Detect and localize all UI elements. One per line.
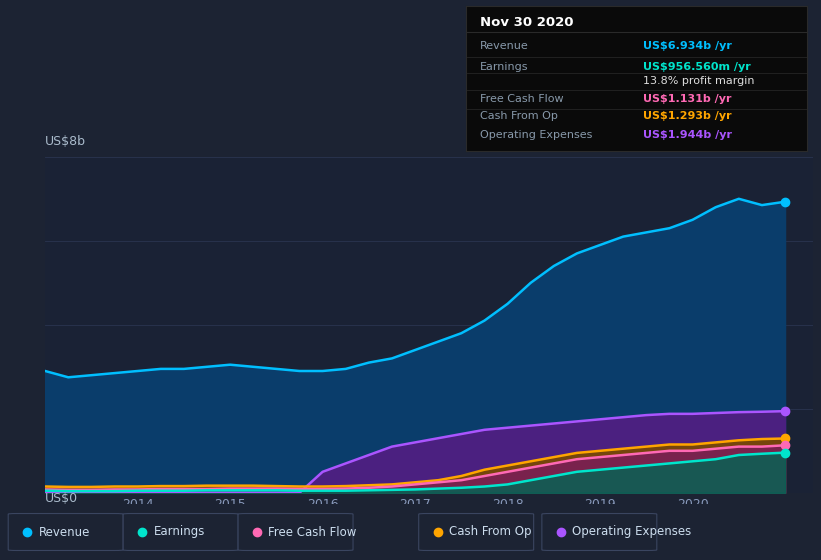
Text: 13.8% profit margin: 13.8% profit margin xyxy=(644,76,755,86)
Text: Revenue: Revenue xyxy=(480,41,529,52)
FancyBboxPatch shape xyxy=(123,514,238,550)
Text: US$1.131b /yr: US$1.131b /yr xyxy=(644,94,732,104)
Text: Operating Expenses: Operating Expenses xyxy=(572,525,691,539)
FancyBboxPatch shape xyxy=(542,514,657,550)
Text: Cash From Op: Cash From Op xyxy=(449,525,531,539)
Text: Operating Expenses: Operating Expenses xyxy=(480,130,592,140)
Text: Earnings: Earnings xyxy=(154,525,205,539)
FancyBboxPatch shape xyxy=(419,514,534,550)
Text: Free Cash Flow: Free Cash Flow xyxy=(268,525,357,539)
Text: Revenue: Revenue xyxy=(39,525,90,539)
Text: Nov 30 2020: Nov 30 2020 xyxy=(480,16,573,29)
Text: US$0: US$0 xyxy=(45,492,78,505)
Text: US$1.944b /yr: US$1.944b /yr xyxy=(644,130,732,140)
FancyBboxPatch shape xyxy=(238,514,353,550)
FancyBboxPatch shape xyxy=(8,514,123,550)
Text: US$8b: US$8b xyxy=(45,136,86,148)
Text: Cash From Op: Cash From Op xyxy=(480,111,557,122)
Text: Free Cash Flow: Free Cash Flow xyxy=(480,94,563,104)
Text: US$6.934b /yr: US$6.934b /yr xyxy=(644,41,732,52)
Text: Earnings: Earnings xyxy=(480,62,529,72)
Text: US$1.293b /yr: US$1.293b /yr xyxy=(644,111,732,122)
Text: US$956.560m /yr: US$956.560m /yr xyxy=(644,62,751,72)
